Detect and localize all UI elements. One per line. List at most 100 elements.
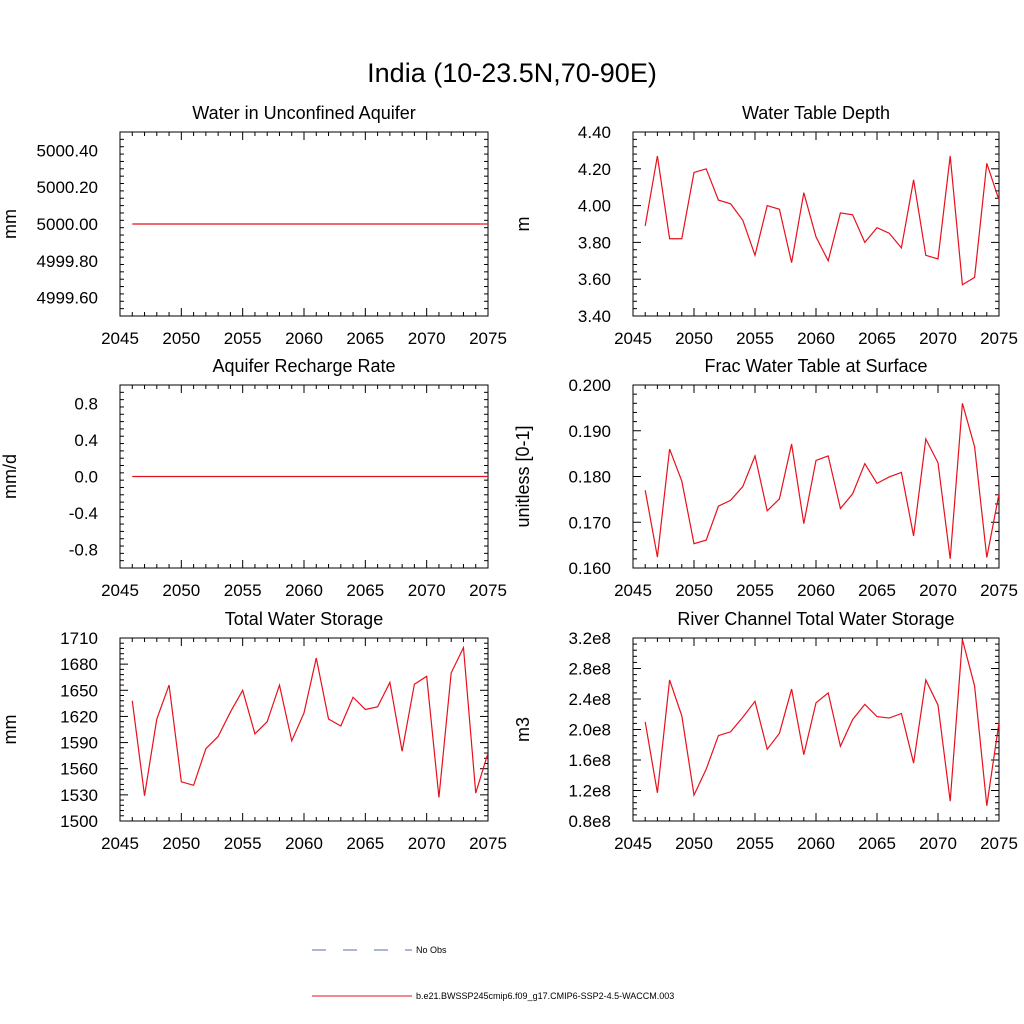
x-tick-label: 2065 [858,329,896,348]
x-tick-label: 2075 [469,834,507,853]
x-tick-label: 2060 [797,834,835,853]
x-tick-label: 2070 [919,834,957,853]
x-tick-label: 2055 [736,329,774,348]
panel-2: Water Table Depth m 2045 2050 2055 2060 2065 20… [513,103,1018,348]
x-tick-label: 2050 [162,329,200,348]
y-tick-label: 4.20 [578,160,611,179]
x-tick-label: 2075 [469,329,507,348]
y-tick-label: 3.2e8 [568,629,611,648]
x-tick-label: 2050 [675,581,713,600]
panel-title: River Channel Total Water Storage [677,609,954,629]
y-tick-label: 0.8 [74,394,98,413]
x-tick-label: 2060 [285,834,323,853]
y-tick-label: 4999.60 [37,289,98,308]
plot-frame [632,384,1000,569]
y-tick-label: 5000.40 [37,141,98,160]
panel-title: Total Water Storage [225,609,383,629]
panel-title: Water Table Depth [742,103,890,123]
x-tick-label: 2045 [101,329,139,348]
y-tick-label: 1500 [60,812,98,831]
y-tick-label: 0.200 [568,376,611,395]
x-tick-label: 2065 [858,581,896,600]
y-axis-label: m [513,217,533,232]
x-tick-label: 2050 [162,581,200,600]
x-tick-label: 2075 [469,581,507,600]
y-tick-label: 2.4e8 [568,690,611,709]
x-tick-label: 2070 [919,329,957,348]
y-tick-label: 0.170 [568,513,611,532]
y-tick-label: 1530 [60,786,98,805]
panel-3: Aquifer Recharge Rate mm/d 2045 2050 2055 206… [0,356,507,600]
series-line [644,639,999,806]
y-tick-label: -0.4 [69,504,98,523]
x-tick-label: 2065 [346,329,384,348]
panel-1: Water in Unconfined Aquifer mm 2045 2050 205… [0,103,507,348]
x-tick-label: 2065 [346,581,384,600]
plot-frame [632,637,1000,822]
x-tick-label: 2045 [614,581,652,600]
x-tick-label: 2065 [346,834,384,853]
x-tick-label: 2070 [408,834,446,853]
y-tick-label: 1650 [60,681,98,700]
x-tick-label: 2050 [675,834,713,853]
panel-5: Total Water Storage mm 2045 2050 2055 2060 206… [0,609,507,853]
y-tick-label: 3.60 [578,270,611,289]
y-tick-label: 4.00 [578,197,611,216]
y-tick-label: 0.0 [74,468,98,487]
figure-title: India (10-23.5N,70-90E) [367,58,657,88]
plot-frame [632,131,1000,317]
y-tick-label: 1680 [60,655,98,674]
panel-4: Frac Water Table at Surface unitless [0-1… [513,356,1018,600]
panel-6: River Channel Total Water Storage m3 2045 2… [513,609,1018,853]
y-tick-label: 1620 [60,707,98,726]
y-tick-label: 1710 [60,629,98,648]
y-tick-label: 0.4 [74,431,98,450]
series-line [644,403,999,559]
x-tick-label: 2055 [224,581,262,600]
series-line [644,155,999,286]
x-tick-label: 2050 [675,329,713,348]
x-tick-label: 2045 [614,329,652,348]
panel-title: Water in Unconfined Aquifer [192,103,415,123]
x-tick-label: 2060 [285,581,323,600]
x-tick-label: 2075 [980,581,1018,600]
y-tick-label: 0.190 [568,422,611,441]
panel-title: Frac Water Table at Surface [704,356,927,376]
panel-title: Aquifer Recharge Rate [212,356,395,376]
x-tick-label: 2065 [858,834,896,853]
y-tick-label: 3.80 [578,233,611,252]
x-tick-label: 2055 [224,329,262,348]
y-axis-label: unitless [0-1] [513,425,533,527]
x-tick-label: 2070 [408,329,446,348]
y-axis-label: mm [0,715,20,745]
x-tick-label: 2045 [614,834,652,853]
y-tick-label: 1560 [60,760,98,779]
x-tick-label: 2075 [980,329,1018,348]
y-tick-label: 3.40 [578,307,611,326]
y-tick-label: -0.8 [69,541,98,560]
legend-label-1: No Obs [416,945,447,955]
x-tick-label: 2070 [919,581,957,600]
x-tick-label: 2060 [797,329,835,348]
y-axis-label: mm [0,209,20,239]
x-tick-label: 2055 [224,834,262,853]
y-tick-label: 5000.20 [37,178,98,197]
legend: No Obs b.e21.BWSSP245cmip6.f09_g17.CMIP6-… [312,945,674,1001]
y-tick-label: 0.8e8 [568,812,611,831]
series-line [131,645,488,798]
y-tick-label: 1.6e8 [568,751,611,770]
x-tick-label: 2055 [736,834,774,853]
y-tick-label: 4.40 [578,123,611,142]
x-tick-label: 2055 [736,581,774,600]
y-tick-label: 1590 [60,734,98,753]
x-tick-label: 2050 [162,834,200,853]
legend-label-2: b.e21.BWSSP245cmip6.f09_g17.CMIP6-SSP2-4… [416,991,674,1001]
x-tick-label: 2045 [101,581,139,600]
x-tick-label: 2045 [101,834,139,853]
x-tick-label: 2070 [408,581,446,600]
y-axis-label: m3 [513,717,533,742]
x-tick-label: 2075 [980,834,1018,853]
y-tick-label: 0.160 [568,559,611,578]
y-tick-label: 2.8e8 [568,660,611,679]
